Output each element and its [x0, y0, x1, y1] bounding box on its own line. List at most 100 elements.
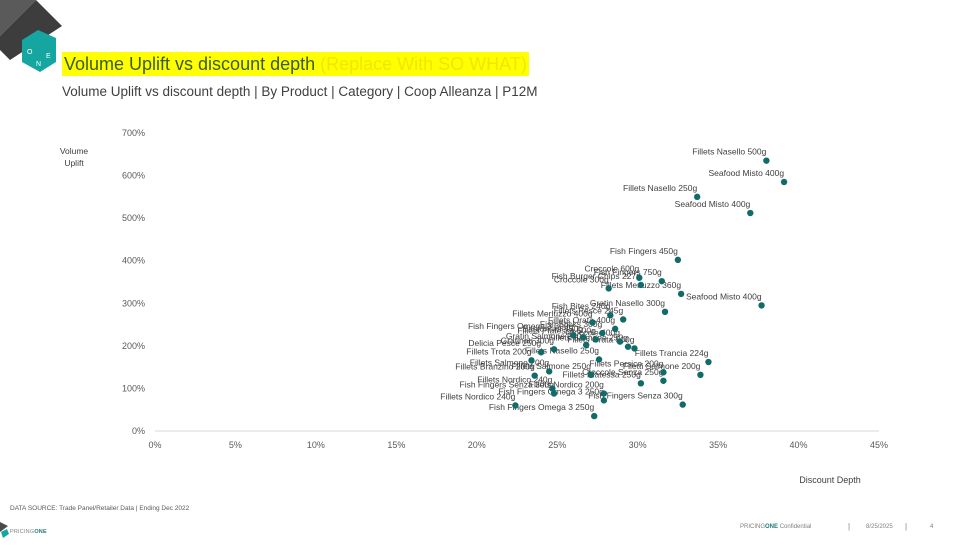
data-point — [660, 377, 667, 384]
data-label: Bastoncini 450g — [522, 323, 583, 333]
data-point — [747, 209, 754, 217]
y-tick-label: 200% — [122, 341, 145, 351]
data-label: Fish Fingers Senza 300g — [588, 391, 683, 401]
data-point — [763, 157, 770, 164]
data-point — [616, 338, 624, 345]
data-point — [587, 371, 595, 379]
data-point — [600, 397, 608, 404]
data-point — [599, 329, 606, 337]
data-source-note: DATA SOURCE: Trade Panel/Retailer Data |… — [10, 505, 190, 512]
data-label: Fillets Salmone 250g — [512, 361, 592, 371]
data-point — [637, 380, 645, 387]
data-point — [637, 281, 645, 289]
data-label: Gratinati 300g — [501, 335, 555, 345]
data-point — [679, 401, 686, 408]
data-point — [697, 371, 704, 379]
data-label: Fillets Nordico 240g — [477, 374, 552, 384]
data-point — [537, 349, 545, 356]
footer-confidential-accent: ONE — [765, 524, 779, 530]
data-label: Seafood Misto 400g — [675, 199, 751, 209]
y-tick-label: 100% — [122, 383, 145, 393]
y-tick-label: 400% — [122, 256, 145, 266]
data-point — [693, 193, 701, 201]
y-tick-label: 0% — [132, 426, 145, 436]
logo-letter-o: O — [27, 49, 33, 56]
data-point — [582, 341, 590, 349]
data-point — [550, 346, 558, 353]
x-tick-label: 45% — [870, 440, 888, 450]
data-point — [611, 325, 619, 333]
page-subtitle: Volume Uplift vs discount depth | By Pro… — [62, 84, 538, 99]
x-tick-label: 35% — [709, 440, 727, 450]
data-label: Fillets Nasello 250g — [623, 183, 697, 193]
y-tick-label: 600% — [122, 171, 145, 181]
data-label: Fillets Salmone 200g — [470, 357, 550, 367]
data-label: Seafood Misto 400g — [686, 291, 762, 301]
y-tick-label: 500% — [122, 213, 145, 223]
data-point — [631, 345, 638, 352]
data-point — [636, 274, 643, 281]
data-label: Fillets Platessa 250g — [562, 369, 641, 379]
data-point — [758, 302, 765, 309]
data-point — [591, 412, 598, 420]
data-label: Fillets Persico 200g — [589, 358, 663, 368]
data-point — [674, 256, 682, 264]
data-label: Fish Sticks 300g — [540, 319, 603, 329]
x-tick-label: 20% — [468, 440, 486, 450]
data-point — [605, 285, 612, 292]
logo-letter-e: E — [46, 53, 51, 60]
data-label: Fish Fingers 750g — [594, 267, 662, 277]
data-point — [579, 334, 587, 341]
data-label: Fillets Nasello 500g — [692, 147, 766, 157]
data-point — [600, 390, 608, 397]
footer-separator: | — [905, 522, 908, 531]
x-tick-label: 40% — [790, 440, 808, 450]
data-point — [661, 308, 669, 315]
footer-date: 8/25/2025 — [866, 524, 893, 530]
footer-brand-accent: ONE — [34, 529, 47, 535]
data-label: Fish Fingers Omega 3 300g — [468, 321, 574, 331]
data-point — [624, 343, 632, 350]
x-tick-label: 0% — [148, 440, 161, 450]
data-label: Croccole 300g — [554, 274, 609, 284]
y-tick-label: 300% — [122, 298, 145, 308]
data-label: Fillets Nordico 240g — [440, 391, 515, 401]
footer-logo: PRICINGONE — [0, 520, 70, 540]
footer-separator: | — [848, 522, 851, 531]
footer-confidential-prefix: PRICING — [740, 524, 766, 530]
data-point — [545, 368, 553, 375]
x-tick-label: 15% — [387, 440, 405, 450]
x-tick-label: 25% — [548, 440, 566, 450]
data-point — [531, 372, 538, 379]
data-label: Fillets Trancia 224g — [635, 348, 709, 358]
page-title-note: (Replace With SO WHAT) — [315, 54, 527, 74]
data-label: Croccole 400g — [565, 328, 620, 338]
data-label: Fillets Merluzzo 400g — [512, 308, 593, 318]
data-label: Fillets Nordico 200g — [529, 380, 604, 390]
data-label: Fish Fingers 450g — [610, 246, 678, 256]
data-point — [780, 178, 788, 186]
data-label: Fillets Branzino 200g — [455, 362, 535, 372]
data-point — [549, 385, 556, 392]
data-label: Gratin Salmone 250g — [506, 331, 587, 341]
y-axis-label-line-1: Volume — [59, 146, 89, 156]
page-title: Volume Uplift vs discount depth (Replace… — [62, 52, 529, 76]
data-label: Fillets Trota 200g — [466, 346, 531, 356]
y-tick-label: 700% — [122, 128, 145, 138]
footer-confidential: PRICINGONE Confidential — [740, 524, 811, 530]
x-axis-label: Discount Depth — [799, 475, 861, 485]
x-tick-label: 10% — [307, 440, 325, 450]
data-point — [550, 390, 558, 397]
data-label: Filetti Salmone 200g — [623, 361, 701, 371]
footer-logo-icon — [0, 522, 9, 538]
data-label: Fillets Salmone 250g — [549, 333, 629, 343]
page-title-main: Volume Uplift vs discount depth — [64, 54, 316, 74]
footer-brand-prefix: PRICING — [10, 529, 35, 535]
data-label: Croccole 600g — [584, 264, 639, 274]
data-point — [658, 277, 665, 285]
data-label: Fillets Platessa 500g — [517, 325, 596, 335]
data-point — [528, 357, 535, 364]
data-point — [570, 332, 577, 339]
data-label: Fillets Nasello 250g — [525, 345, 599, 355]
